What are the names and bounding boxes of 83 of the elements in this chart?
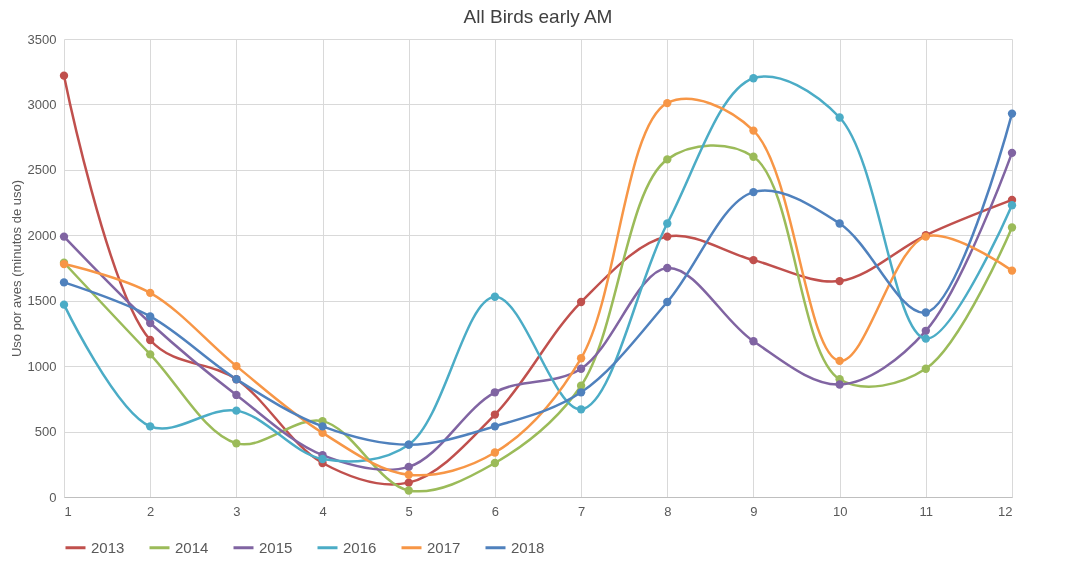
point [490,458,500,468]
point [663,297,672,307]
point [576,405,586,414]
y-tick-label: 1500 [27,293,57,309]
y-tick-label: 0 [49,489,57,505]
y-tick-label: 1000 [27,358,57,374]
point [576,388,586,397]
x-tick-label: 5 [405,503,413,519]
point [663,232,672,241]
point [749,187,758,197]
point [404,486,413,495]
point [835,113,844,122]
point [921,326,930,335]
x-tick-label: 3 [233,503,241,519]
y-tick-label: 3500 [27,31,57,47]
point [1007,148,1017,158]
x-tick-label: 10 [832,503,848,519]
legend-label: 2014 [175,538,209,556]
point [1007,109,1017,118]
point [59,300,69,309]
point [490,422,500,431]
point [663,98,672,108]
point [1007,223,1017,232]
point [921,308,930,317]
point [404,470,413,479]
point [146,288,155,298]
point [490,410,500,419]
point [921,334,930,343]
point [749,255,758,265]
point [490,292,500,301]
y-tick-label: 2000 [27,227,57,243]
legend-label: 2016 [343,538,377,556]
point [835,219,844,228]
point [1007,201,1017,210]
x-tick-label: 6 [491,503,500,519]
point [749,337,758,346]
point [232,390,241,400]
point [404,462,413,472]
point [146,335,155,345]
y-axis-title: Uso por aves (minutos de uso) [8,179,24,358]
point [749,152,758,161]
point [835,356,844,366]
point [663,219,672,228]
point [663,155,672,164]
x-tick-label: 1 [64,503,72,519]
point [146,350,155,359]
point [749,126,758,135]
legend-label: 2013 [91,538,125,556]
x-tick-label: 11 [919,503,934,519]
point [576,364,586,373]
legend-label: 2018 [511,538,545,556]
point [59,232,69,241]
x-tick-label: 9 [750,503,758,519]
point [663,263,672,273]
y-tick-label: 500 [34,424,57,440]
legend-label: 2015 [259,538,293,556]
point [921,364,930,373]
point [835,276,844,286]
point [232,439,241,448]
x-tick-label: 7 [577,503,586,519]
x-tick-label: 12 [998,503,1013,519]
point [576,354,586,363]
y-tick-label: 3000 [27,96,57,112]
chart-title: All Birds early AM [463,6,613,27]
point [59,278,69,287]
legend-label: 2017 [427,538,461,556]
x-tick-label: 4 [319,503,327,519]
point [835,380,844,389]
point [749,74,758,83]
point [1007,266,1017,275]
point [59,71,69,80]
x-tick-label: 2 [147,503,155,519]
point [318,454,327,464]
point [490,448,500,457]
point [146,422,155,431]
point [146,312,155,321]
point [232,361,241,371]
point [490,388,500,397]
point [318,422,327,431]
y-tick-label: 2500 [27,162,57,178]
x-tick-label: 8 [664,503,672,519]
point [576,297,586,307]
point [232,406,241,415]
